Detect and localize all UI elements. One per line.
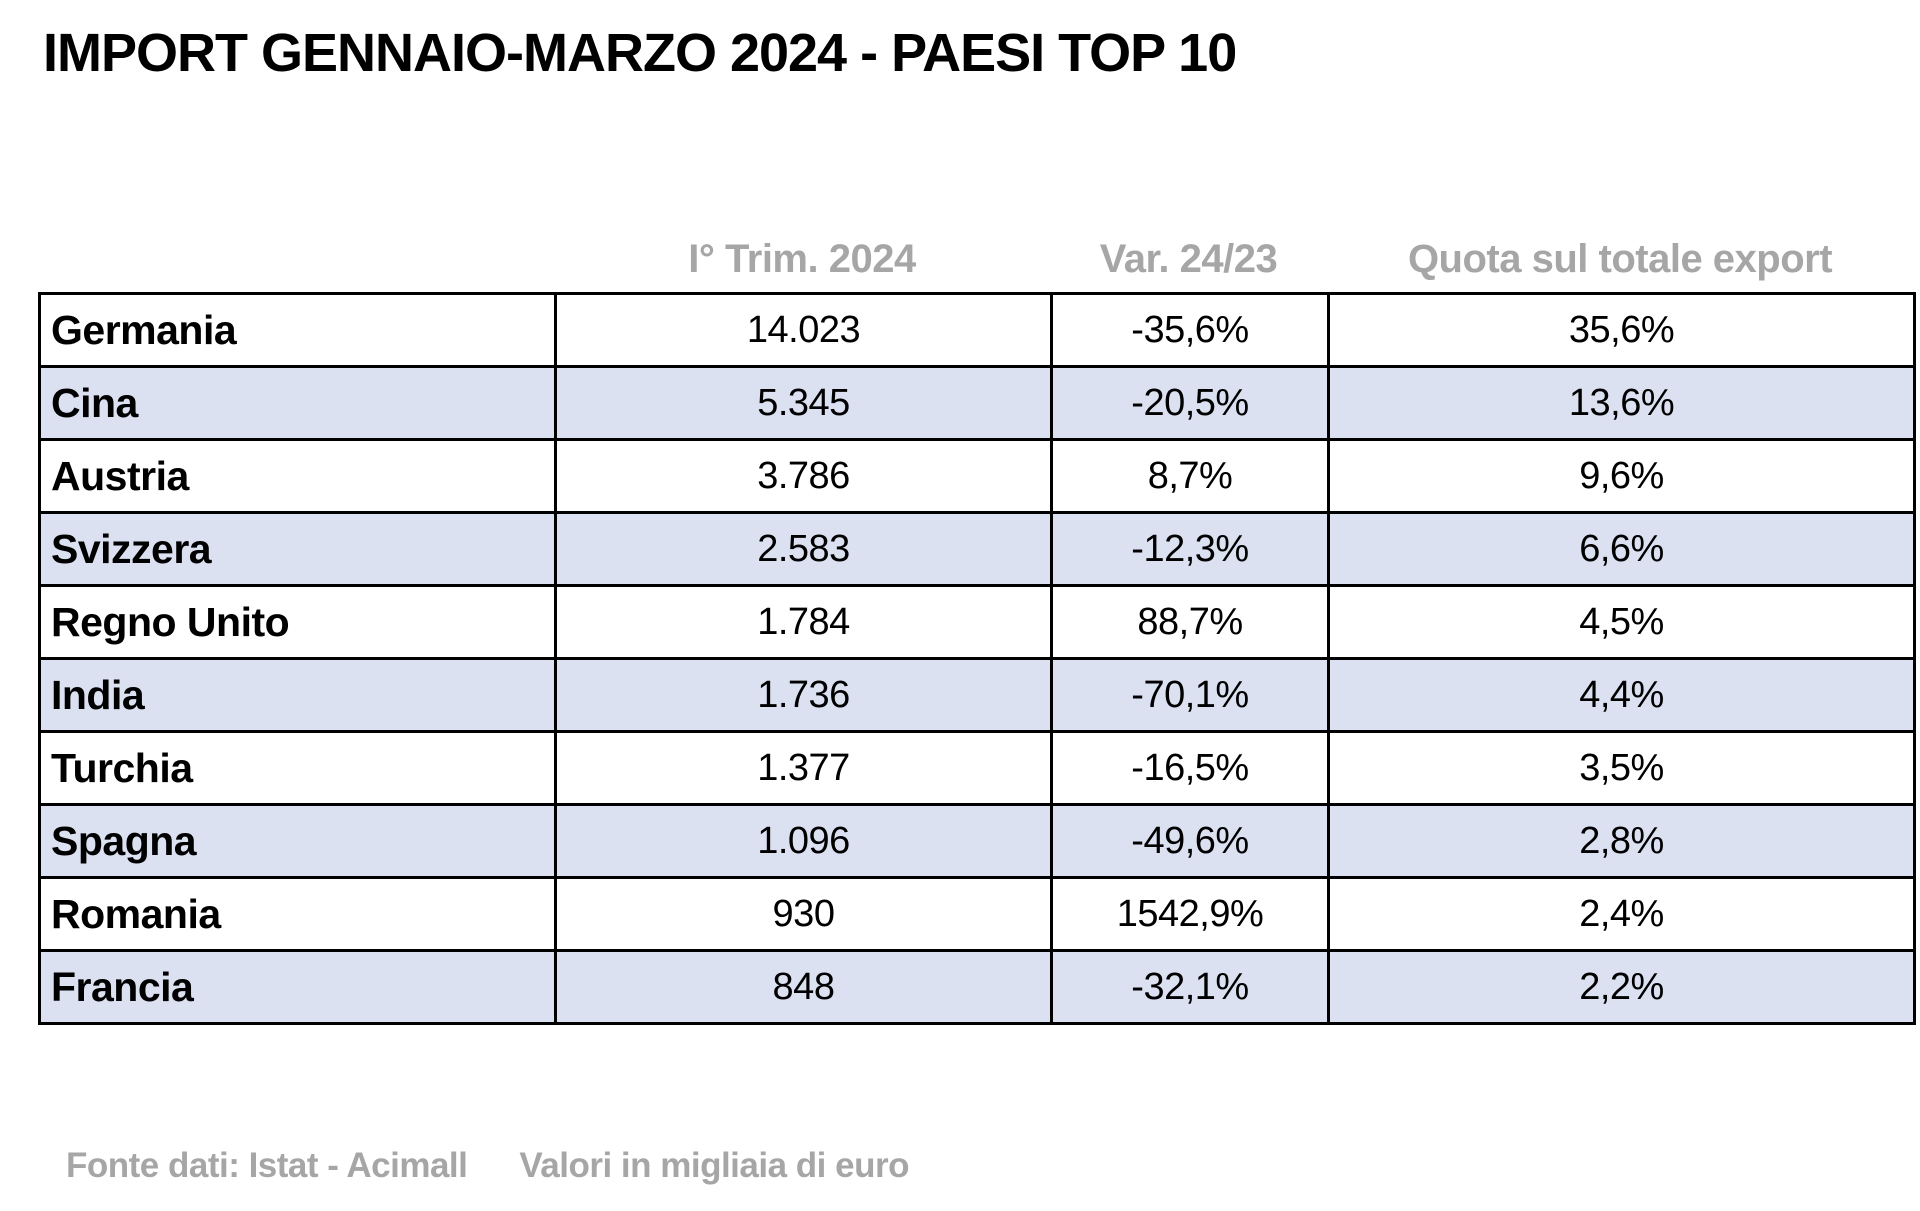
column-headers-row: I° Trim. 2024 Var. 24/23 Quota sul total… bbox=[38, 212, 1913, 292]
trim-cell: 848 bbox=[554, 949, 1053, 1025]
quota-cell: 6,6% bbox=[1327, 511, 1916, 587]
var-cell: -49,6% bbox=[1050, 803, 1330, 879]
table-row: Regno Unito 1.784 88,7% 4,5% bbox=[38, 584, 1916, 660]
var-cell: -70,1% bbox=[1050, 657, 1330, 733]
country-cell: India bbox=[38, 657, 557, 733]
trim-cell: 930 bbox=[554, 876, 1053, 952]
country-cell: Cina bbox=[38, 365, 557, 441]
quota-cell: 2,4% bbox=[1327, 876, 1916, 952]
import-table-container: I° Trim. 2024 Var. 24/23 Quota sul total… bbox=[38, 212, 1916, 1025]
table-row: Turchia 1.377 -16,5% 3,5% bbox=[38, 730, 1916, 806]
trim-cell: 3.786 bbox=[554, 438, 1053, 514]
table-row: Austria 3.786 8,7% 9,6% bbox=[38, 438, 1916, 514]
var-cell: -35,6% bbox=[1050, 292, 1330, 368]
column-header-quota: Quota sul totale export bbox=[1407, 237, 1833, 281]
trim-cell: 1.784 bbox=[554, 584, 1053, 660]
quota-cell: 13,6% bbox=[1327, 365, 1916, 441]
country-cell: Spagna bbox=[38, 803, 557, 879]
trim-cell: 14.023 bbox=[554, 292, 1053, 368]
quota-cell: 3,5% bbox=[1327, 730, 1916, 806]
quota-cell: 2,8% bbox=[1327, 803, 1916, 879]
quota-cell: 2,2% bbox=[1327, 949, 1916, 1025]
table-row: Svizzera 2.583 -12,3% 6,6% bbox=[38, 511, 1916, 587]
trim-cell: 1.096 bbox=[554, 803, 1053, 879]
quota-cell: 4,5% bbox=[1327, 584, 1916, 660]
trim-cell: 1.377 bbox=[554, 730, 1053, 806]
table-row: India 1.736 -70,1% 4,4% bbox=[38, 657, 1916, 733]
country-cell: Turchia bbox=[38, 730, 557, 806]
table-row: Francia 848 -32,1% 2,2% bbox=[38, 949, 1916, 1025]
table-row: Romania 930 1542,9% 2,4% bbox=[38, 876, 1916, 952]
column-header-var: Var. 24/23 bbox=[1099, 237, 1278, 281]
var-cell: -32,1% bbox=[1050, 949, 1330, 1025]
quota-cell: 4,4% bbox=[1327, 657, 1916, 733]
trim-cell: 5.345 bbox=[554, 365, 1053, 441]
var-cell: 8,7% bbox=[1050, 438, 1330, 514]
table-row: Cina 5.345 -20,5% 13,6% bbox=[38, 365, 1916, 441]
country-cell: Germania bbox=[38, 292, 557, 368]
column-header-trim: I° Trim. 2024 bbox=[688, 237, 916, 281]
trim-cell: 1.736 bbox=[554, 657, 1053, 733]
trim-cell: 2.583 bbox=[554, 511, 1053, 587]
var-cell: 88,7% bbox=[1050, 584, 1330, 660]
var-cell: -20,5% bbox=[1050, 365, 1330, 441]
units-label: Valori in migliaia di euro bbox=[519, 1146, 909, 1185]
data-source-label: Fonte dati: Istat - Acimall bbox=[66, 1146, 468, 1185]
country-cell: Romania bbox=[38, 876, 557, 952]
quota-cell: 9,6% bbox=[1327, 438, 1916, 514]
var-cell: 1542,9% bbox=[1050, 876, 1330, 952]
var-cell: -12,3% bbox=[1050, 511, 1330, 587]
var-cell: -16,5% bbox=[1050, 730, 1330, 806]
country-cell: Austria bbox=[38, 438, 557, 514]
country-cell: Svizzera bbox=[38, 511, 557, 587]
page-title: IMPORT GENNAIO-MARZO 2024 - PAESI TOP 10 bbox=[43, 23, 1237, 83]
footer-note: Fonte dati: Istat - Acimall Valori in mig… bbox=[66, 1146, 909, 1186]
quota-cell: 35,6% bbox=[1327, 292, 1916, 368]
table-row: Spagna 1.096 -49,6% 2,8% bbox=[38, 803, 1916, 879]
import-table: Germania 14.023 -35,6% 35,6% Cina 5.345 … bbox=[38, 292, 1916, 1025]
country-cell: Regno Unito bbox=[38, 584, 557, 660]
table-row: Germania 14.023 -35,6% 35,6% bbox=[38, 292, 1916, 368]
country-cell: Francia bbox=[38, 949, 557, 1025]
